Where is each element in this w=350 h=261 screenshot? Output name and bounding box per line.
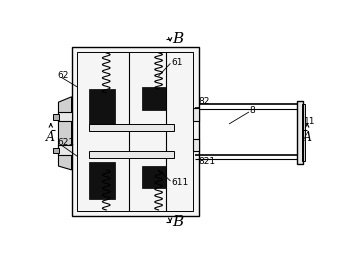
Bar	[58, 112, 72, 121]
Bar	[142, 166, 166, 188]
Bar	[89, 89, 116, 126]
Text: A: A	[303, 132, 312, 144]
Text: 611: 611	[171, 178, 188, 187]
Bar	[297, 101, 303, 164]
Text: B: B	[173, 32, 184, 46]
Bar	[142, 87, 166, 110]
Text: B: B	[173, 215, 184, 229]
Text: 8: 8	[250, 106, 255, 115]
Bar	[58, 145, 72, 155]
Text: 61: 61	[171, 58, 182, 67]
Bar	[53, 147, 59, 153]
Bar	[193, 139, 199, 151]
Bar	[89, 151, 174, 158]
Bar	[89, 124, 174, 132]
Bar	[302, 104, 305, 161]
Bar	[53, 115, 59, 120]
Text: 62: 62	[58, 71, 69, 80]
Bar	[89, 162, 116, 199]
Bar	[72, 47, 199, 216]
Bar	[193, 108, 199, 121]
Text: A: A	[46, 132, 55, 144]
Text: 82: 82	[199, 97, 210, 106]
Text: 821: 821	[199, 157, 216, 166]
Bar	[77, 52, 193, 211]
Text: 11: 11	[304, 117, 316, 126]
Text: 621: 621	[58, 139, 75, 147]
Polygon shape	[58, 97, 72, 170]
